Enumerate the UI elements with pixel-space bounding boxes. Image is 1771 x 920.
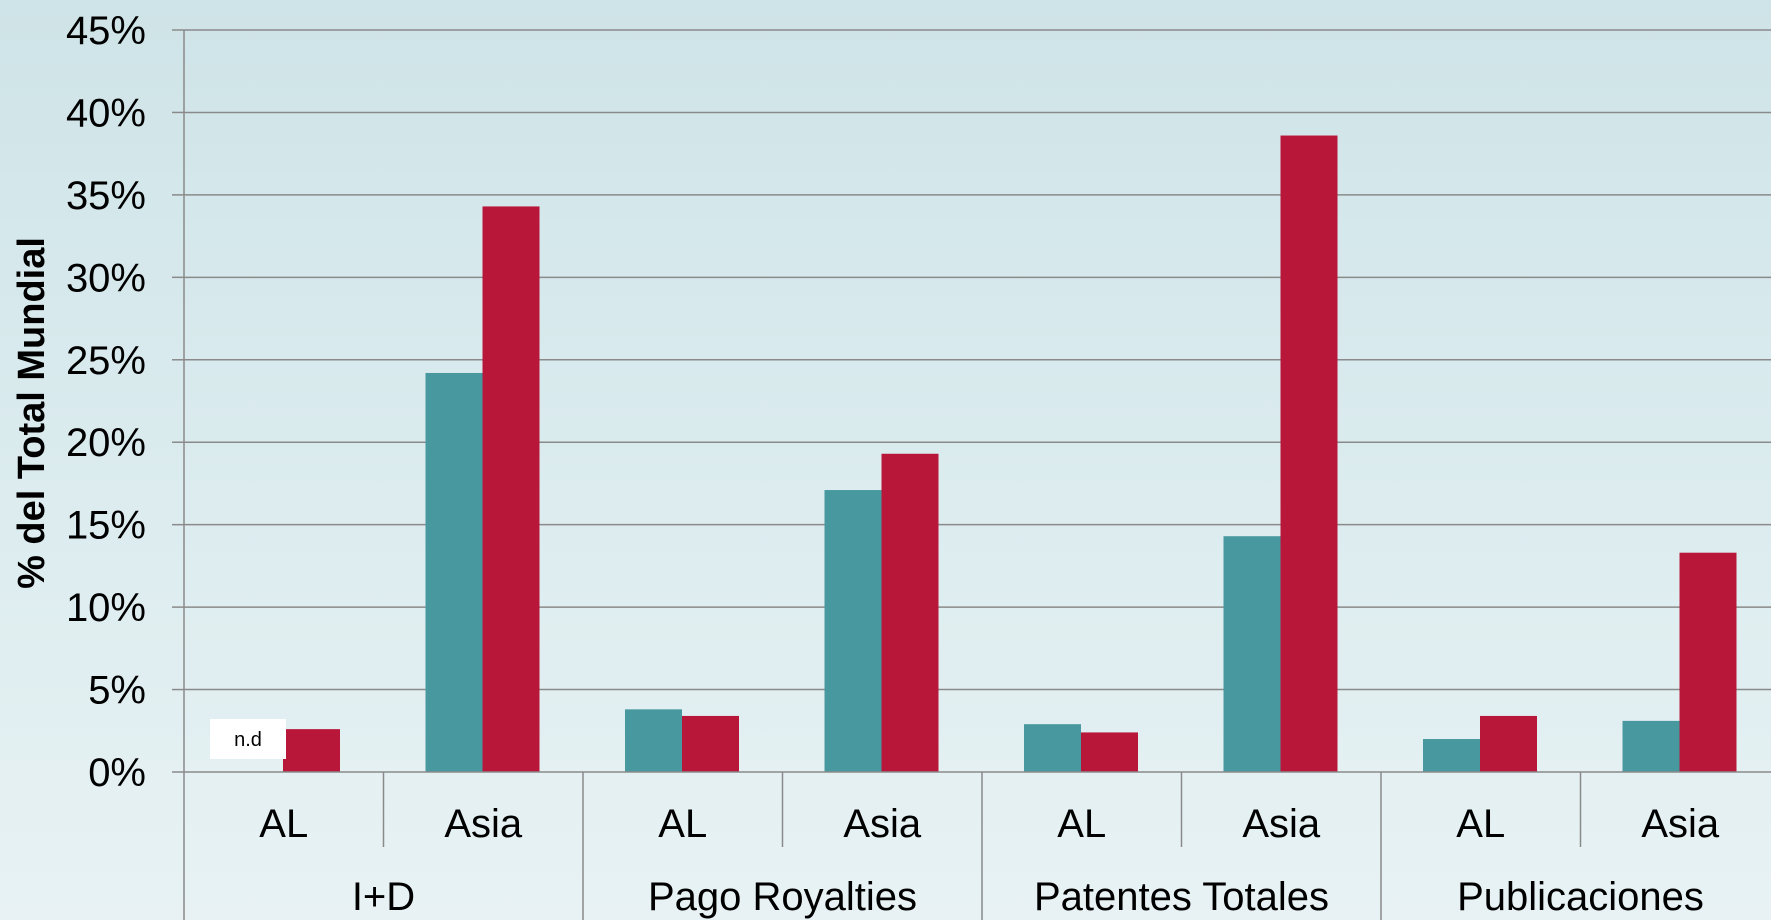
bar	[1081, 732, 1138, 772]
bar	[1024, 724, 1081, 772]
x-subcategory-label: Asia	[444, 802, 523, 846]
x-subcategory-label: AL	[259, 802, 308, 846]
y-tick-label: 40%	[66, 91, 146, 135]
y-tick-label: 15%	[66, 504, 146, 548]
x-subcategory-label: Asia	[843, 802, 922, 846]
y-axis-ticks: 0% 5% 10% 15% 20% 25% 30% 35% 40% 45%	[66, 9, 146, 795]
bar	[1679, 552, 1737, 772]
y-tick-label: 20%	[66, 421, 146, 465]
bar	[824, 490, 882, 772]
bars	[283, 135, 1737, 773]
y-tick-label: 35%	[66, 174, 146, 218]
y-tick-label: 45%	[66, 9, 146, 53]
x-axis-categories: AL Asia I+D AL Asia Pago Royalties AL Asia Paten…	[259, 802, 1720, 919]
y-tick-label: 10%	[66, 586, 146, 630]
bar	[881, 453, 939, 772]
x-group-label: I+D	[352, 875, 415, 919]
x-group-label: Publicaciones	[1457, 875, 1704, 919]
gridlines	[184, 29, 1771, 691]
y-axis-label: % del Total Mundial	[11, 237, 53, 589]
nd-label-box	[210, 719, 286, 759]
axes	[172, 29, 1771, 920]
bar	[482, 206, 540, 773]
bar	[1280, 135, 1338, 773]
x-subcategory-label: AL	[658, 802, 707, 846]
x-subcategory-label: Asia	[1242, 802, 1321, 846]
x-group-label: Patentes Totales	[1034, 875, 1329, 919]
bar	[1622, 720, 1680, 772]
bar	[1223, 536, 1281, 772]
bar	[625, 709, 682, 772]
bar	[1423, 739, 1480, 772]
y-tick-label: 5%	[88, 669, 146, 713]
y-tick-label: 0%	[88, 751, 146, 795]
y-tick-label: 30%	[66, 256, 146, 300]
y-tick-label: 25%	[66, 339, 146, 383]
bar	[425, 372, 483, 772]
bar	[283, 729, 340, 772]
bar	[1480, 715, 1537, 772]
annotations: n.d	[210, 719, 286, 759]
x-subcategory-label: AL	[1456, 802, 1505, 846]
nd-label: n.d	[234, 729, 262, 751]
x-group-label: Pago Royalties	[648, 875, 917, 919]
x-subcategory-label: Asia	[1641, 802, 1720, 846]
x-subcategory-label: AL	[1057, 802, 1106, 846]
bar	[682, 715, 739, 772]
